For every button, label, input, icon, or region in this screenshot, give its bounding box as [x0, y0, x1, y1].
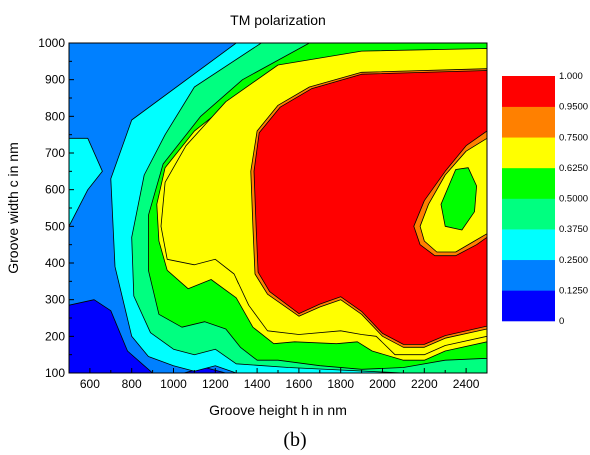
legend-label: 0 [559, 316, 564, 327]
contour-region-12 [253, 70, 487, 345]
legend-label: 0.5000 [559, 194, 588, 205]
x-tick-label: 1200 [202, 377, 229, 391]
legend-label: 0.9500 [559, 102, 588, 113]
contour-region-4 [69, 137, 103, 227]
y-axis-label: Groove width c in nm [5, 142, 21, 274]
legend-label: 0.2500 [559, 255, 588, 266]
x-tick-label: 800 [122, 377, 142, 391]
legend-swatch [502, 137, 555, 169]
x-tick-label: 2400 [453, 377, 480, 391]
legend-swatch [502, 76, 555, 107]
legend-swatch [502, 259, 555, 291]
legend-label: 0.6250 [559, 163, 588, 174]
x-tick-label: 1600 [286, 377, 313, 391]
chart-title: TM polarization [230, 12, 326, 28]
x-tick-label: 1400 [244, 377, 271, 391]
figure-caption: (b) [283, 429, 306, 451]
y-tick-label: 600 [45, 183, 65, 197]
y-tick-label: 1000 [38, 36, 65, 50]
x-axis: 600 800 1000 1200 1400 1600 1800 2000 2200 2400 [68, 368, 488, 391]
y-tick-label: 700 [45, 146, 65, 160]
contour-region-15 [440, 167, 478, 231]
legend-swatch [502, 167, 555, 199]
x-tick-label: 2000 [369, 377, 396, 391]
y-tick-label: 200 [45, 329, 65, 343]
contour-region-2 [69, 299, 154, 373]
legend-swatch [502, 290, 555, 322]
y-tick-label: 800 [45, 109, 65, 123]
x-tick-label: 1000 [160, 377, 187, 391]
legend-swatch [502, 229, 555, 261]
x-tick-label: 2200 [411, 377, 438, 391]
y-tick-label: 400 [45, 256, 65, 270]
y-axis: 100 200 300 400 500 600 700 800 900 1000 [38, 36, 74, 380]
legend-swatch [502, 198, 555, 230]
y-tick-label: 100 [45, 366, 65, 380]
legend-label: 0.7500 [559, 132, 588, 143]
legend-label: 0.1250 [559, 285, 588, 296]
x-tick-label: 600 [80, 377, 100, 391]
color-legend: 0 0.1250 0.2500 0.3750 0.5000 0.6250 0.7500 0.9… [502, 71, 588, 327]
x-tick-label: 1800 [327, 377, 354, 391]
y-tick-label: 900 [45, 73, 65, 87]
legend-label: 0.3750 [559, 224, 588, 235]
legend-label: 1.000 [559, 71, 583, 82]
y-tick-label: 300 [45, 293, 65, 307]
legend-swatch [502, 106, 555, 138]
y-tick-label: 500 [45, 219, 65, 233]
x-axis-label: Groove height h in nm [209, 402, 347, 418]
contour-regions [69, 43, 487, 373]
